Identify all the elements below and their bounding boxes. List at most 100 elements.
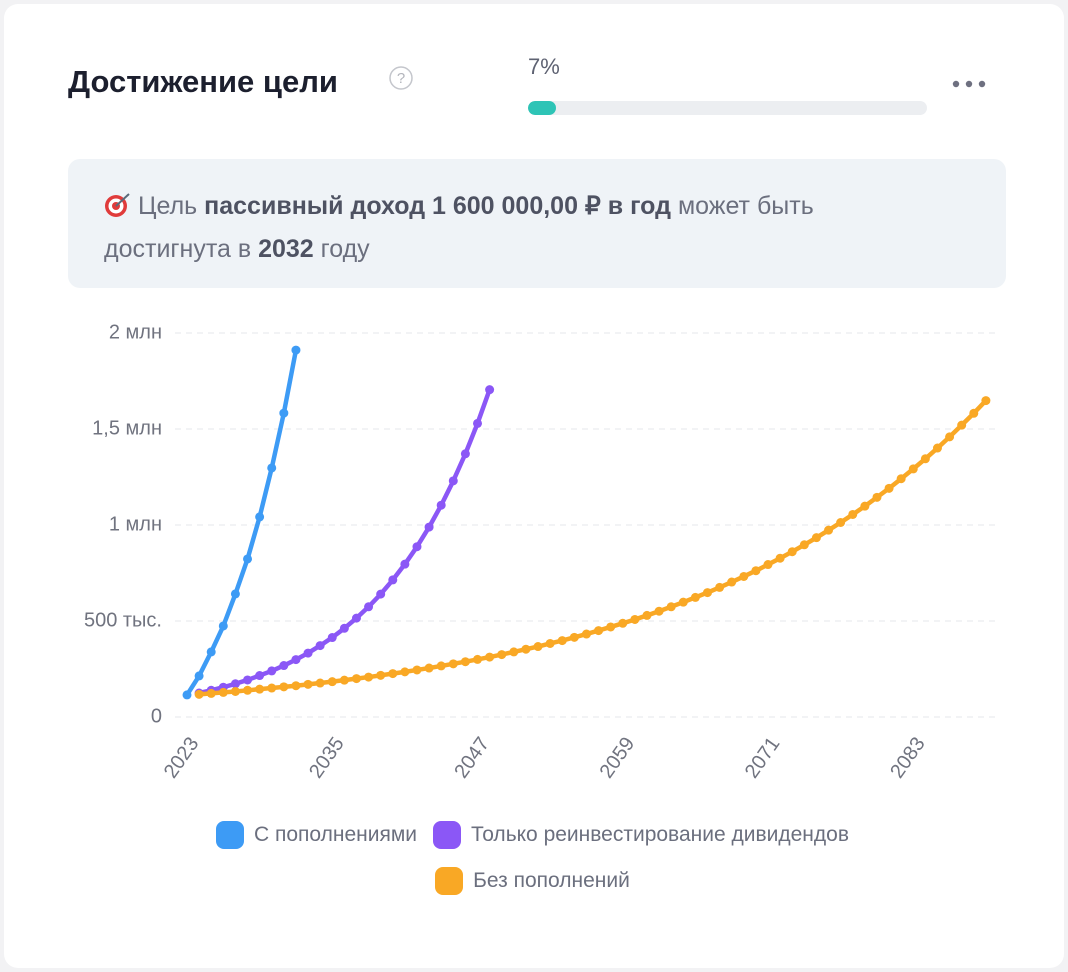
- info-text: Цель пассивный доход 1 600 000,00 ₽ в го…: [104, 185, 944, 271]
- data-point: [473, 654, 483, 664]
- y-tick-label: 0: [151, 705, 162, 727]
- data-point: [327, 677, 337, 687]
- data-point: [606, 622, 616, 632]
- data-point: [715, 582, 725, 592]
- data-point: [763, 560, 773, 570]
- data-point: [908, 464, 918, 474]
- data-point: [509, 647, 519, 657]
- data-point: [315, 678, 325, 688]
- data-point: [424, 663, 434, 673]
- data-point: [557, 636, 567, 646]
- data-point: [243, 675, 253, 685]
- legend-swatch: [433, 821, 462, 849]
- data-point: [702, 588, 712, 598]
- series-line: [185, 349, 299, 697]
- data-point: [460, 449, 470, 459]
- data-point: [666, 602, 676, 612]
- y-tick-label: 2 млн: [109, 321, 162, 343]
- data-point: [569, 632, 579, 642]
- data-point: [872, 492, 882, 502]
- data-point: [981, 396, 991, 406]
- data-point: [279, 661, 289, 671]
- data-point: [485, 652, 495, 662]
- data-point: [291, 681, 301, 691]
- data-point: [364, 602, 374, 612]
- title: Достижение цели: [68, 64, 338, 99]
- data-point: [218, 687, 228, 697]
- data-point: [400, 559, 410, 569]
- data-point: [315, 641, 325, 651]
- data-point: [279, 682, 289, 692]
- data-point: [824, 525, 834, 535]
- data-point: [836, 518, 846, 528]
- data-point: [230, 679, 240, 689]
- data-point: [969, 408, 979, 418]
- data-point: [521, 644, 531, 654]
- data-point: [339, 623, 349, 633]
- data-point: [860, 501, 870, 511]
- data-point: [739, 571, 749, 581]
- x-tick-label: 2059: [596, 733, 640, 782]
- data-point: [932, 443, 942, 453]
- data-point: [243, 685, 253, 695]
- x-tick-label: 2047: [450, 733, 494, 782]
- data-point: [230, 686, 240, 696]
- data-point: [594, 626, 604, 636]
- info-middle: может быть достигнута в: [104, 192, 814, 263]
- x-tick-label: 2035: [305, 733, 349, 782]
- data-point: [243, 554, 253, 564]
- data-point: [896, 474, 906, 484]
- data-point: [267, 666, 277, 676]
- info-year: 2032: [258, 235, 314, 263]
- y-tick-label: 500 тыс.: [84, 609, 162, 631]
- x-tick-label: 2071: [741, 733, 785, 782]
- series-line: [198, 399, 988, 697]
- data-point: [485, 385, 495, 395]
- y-tick-label: 1 млн: [109, 513, 162, 535]
- data-point: [303, 648, 313, 658]
- data-point: [364, 672, 374, 682]
- info-prefix: Цель: [138, 192, 198, 220]
- data-point: [230, 589, 240, 599]
- data-point: [751, 566, 761, 576]
- data-point: [787, 547, 797, 557]
- legend: С пополнениями Только реинвестирование ди…: [160, 818, 905, 898]
- y-tick-label: 1,5 млн: [92, 417, 162, 439]
- data-point: [945, 432, 955, 442]
- progress-track: [528, 101, 927, 115]
- series-line: [198, 388, 492, 696]
- data-point: [194, 671, 204, 681]
- more-button[interactable]: [952, 76, 988, 92]
- data-point: [327, 633, 337, 643]
- data-point: [351, 613, 361, 623]
- data-point: [351, 674, 361, 684]
- data-point: [678, 597, 688, 607]
- data-point: [630, 614, 640, 624]
- data-point: [424, 522, 434, 532]
- data-point: [436, 500, 446, 510]
- data-point: [267, 683, 277, 693]
- legend-label: Без пополнений: [473, 869, 630, 892]
- data-point: [206, 647, 216, 657]
- data-point: [303, 679, 313, 689]
- data-point: [206, 688, 216, 698]
- data-point: [388, 575, 398, 585]
- legend-item[interactable]: С пополнениями: [215, 818, 417, 852]
- data-point: [690, 592, 700, 602]
- legend-item[interactable]: Только реинвестирование дивидендов: [433, 818, 849, 852]
- legend-item[interactable]: Без пополнений: [435, 864, 630, 898]
- data-point: [255, 512, 265, 522]
- data-point: [533, 642, 543, 652]
- data-point: [848, 509, 858, 519]
- x-tick-label: 2023: [160, 733, 204, 782]
- data-point: [279, 408, 289, 418]
- help-icon[interactable]: ?: [388, 65, 414, 91]
- data-point: [412, 542, 422, 552]
- progress-label: 7%: [528, 54, 560, 79]
- data-point: [957, 420, 967, 430]
- legend-swatch: [215, 821, 244, 849]
- data-point: [255, 684, 265, 694]
- legend-swatch: [435, 867, 464, 895]
- data-point: [654, 606, 664, 616]
